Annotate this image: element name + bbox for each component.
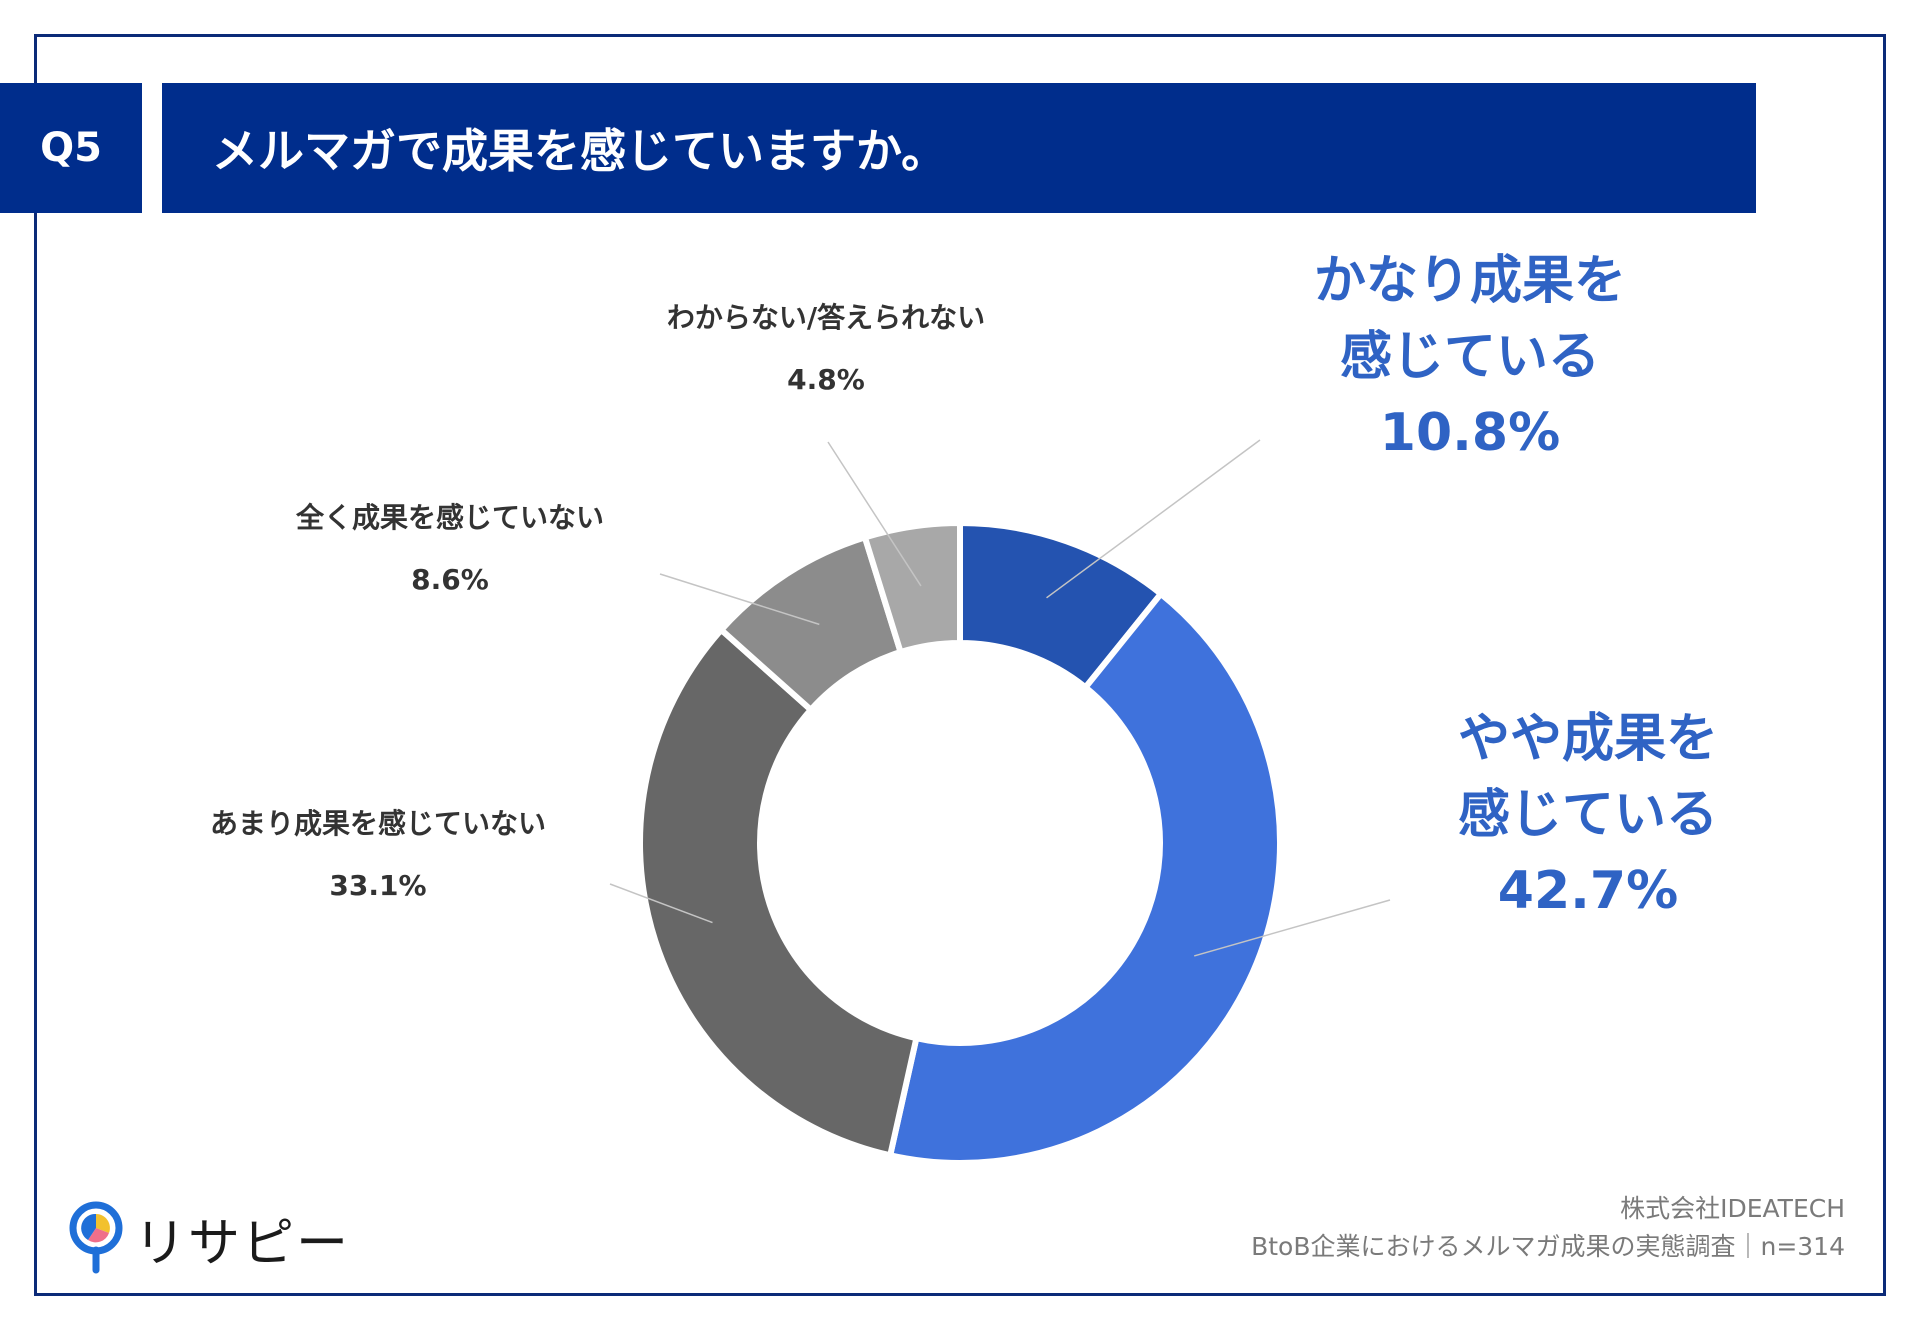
leader-line-2 [1193,899,1391,957]
data-label-category-2: やや成果を [1458,709,1718,769]
data-label-category-4: 全く成果を感じていない [295,501,604,534]
leader-line-5 [827,441,922,587]
leader-line-3 [609,883,713,924]
data-label-category-1: かなり成果を [1314,251,1626,311]
pin-pie-icon [69,1201,123,1274]
footer-survey: BtoB企業におけるメルマガ成果の実態調査｜n=314 [1251,1232,1845,1261]
donut-slice-5 [861,519,963,656]
data-label-category-3: あまり成果を感じていない [210,807,546,840]
donut-slice-2 [886,589,1283,1166]
donut-slice-3 [637,625,920,1159]
data-label-category-2: 感じている [1458,785,1718,845]
data-label-category-5: わからない/答えられない [667,301,985,334]
data-label-value-4: 8.6% [411,563,489,596]
logo-text: リサピー [134,1213,351,1274]
leader-line-1 [1046,439,1261,599]
data-label-value-1: 10.8% [1380,403,1560,463]
question-badge: Q5 [0,83,142,213]
question-title: メルマガで成果を感じていますか。 [162,83,1756,213]
risapi-logo: リサピー [68,1200,350,1276]
source-footer: 株式会社IDEATECH BtoB企業におけるメルマガ成果の実態調査｜n=314 [1251,1190,1845,1266]
data-label-value-3: 33.1% [329,869,426,902]
data-label-category-1: 感じている [1340,327,1600,387]
data-label-value-2: 42.7% [1498,861,1678,921]
chart-frame [34,34,1886,1296]
data-label-value-5: 4.8% [787,363,865,396]
leader-line-4 [659,573,820,626]
footer-company: 株式会社IDEATECH [1620,1194,1845,1223]
